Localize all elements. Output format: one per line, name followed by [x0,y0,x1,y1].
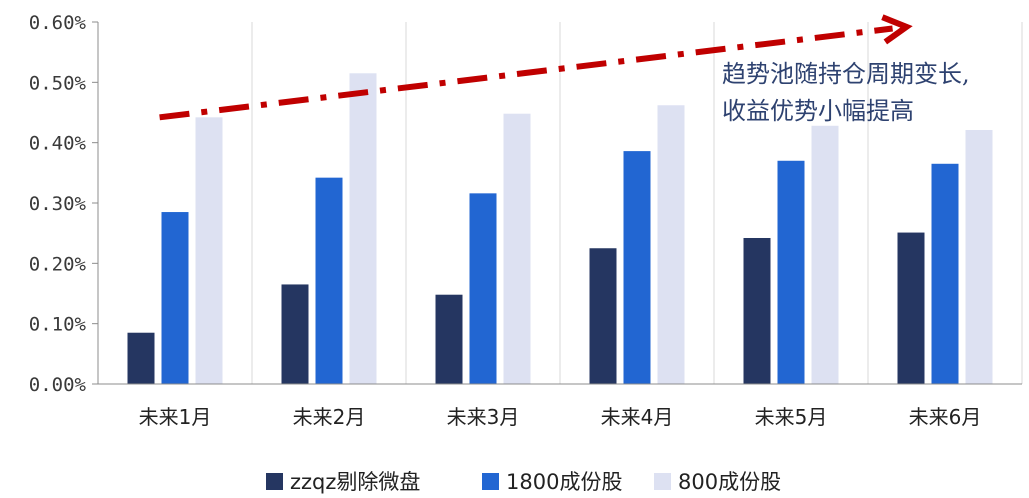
axes [92,21,1022,385]
y-tick-label: 0.00% [29,374,87,396]
x-tick-label: 未来1月 [139,405,212,429]
legend-label: zzqz剔除微盘 [290,470,420,494]
bar [503,113,531,384]
legend-swatch [266,473,283,490]
bar [349,73,377,385]
legend-swatch [654,473,671,490]
trend-arrow-line [159,25,893,121]
trend-arrow [159,14,913,121]
y-tick-label: 0.20% [29,253,87,275]
y-tick-label: 0.50% [29,72,87,94]
bar [315,177,343,384]
bar [811,125,839,385]
annotation-line-2: 收益优势小幅提高 [722,97,914,125]
x-tick-label: 未来4月 [601,405,674,429]
bars [127,73,993,385]
y-tick-label: 0.60% [29,12,87,34]
bar [623,151,651,384]
legend-swatch [482,473,499,490]
x-tick-labels: 未来1月 未来2月 未来3月 未来4月 未来5月 未来6月 [139,405,982,429]
bar [161,212,189,384]
y-tick-label: 0.30% [29,193,87,215]
bar [743,237,771,384]
y-tick-label: 0.40% [29,133,87,155]
bar [195,117,223,385]
bar [281,284,309,384]
bar [965,129,993,384]
legend: zzqz剔除微盘 1800成份股 800成份股 [266,470,781,494]
x-tick-label: 未来3月 [447,405,520,429]
bar [897,232,925,384]
grid-lines [97,22,1023,384]
x-tick-label: 未来6月 [909,405,982,429]
bar [435,294,463,384]
x-tick-label: 未来2月 [293,405,366,429]
bar [589,248,617,384]
y-tick-label: 0.10% [29,314,87,336]
annotation-line-1: 趋势池随持仓周期变长, [722,60,970,88]
bar [127,332,155,384]
annotation: 趋势池随持仓周期变长, 收益优势小幅提高 [722,60,970,125]
y-tick-labels: 0.00% 0.10% 0.20% 0.30% 0.40% 0.50% 0.60% [29,12,87,396]
bar [469,193,497,384]
legend-label: 1800成份股 [506,470,622,494]
bar [777,160,805,384]
trend-arrow-head [881,14,913,45]
bar [931,163,959,384]
bar [657,105,685,384]
x-tick-label: 未来5月 [755,405,828,429]
legend-label: 800成份股 [678,470,781,494]
